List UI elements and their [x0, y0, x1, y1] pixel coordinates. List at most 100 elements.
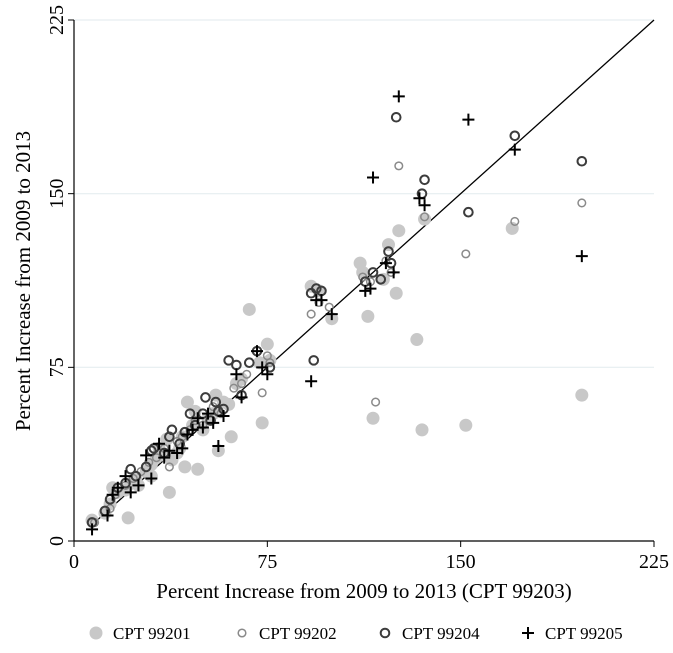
data-point — [235, 391, 248, 404]
data-point — [392, 224, 406, 238]
legend-label: CPT 99204 — [402, 624, 480, 643]
data-point — [463, 206, 474, 218]
data-point — [230, 368, 243, 381]
data-point — [223, 355, 234, 366]
data-point — [191, 462, 205, 476]
data-point — [361, 309, 375, 323]
legend-marker — [237, 628, 247, 638]
data-point — [202, 407, 215, 420]
data-point — [257, 388, 267, 398]
data-point — [577, 198, 587, 208]
data-point — [207, 416, 220, 429]
data-point — [178, 460, 192, 474]
data-point — [462, 113, 475, 126]
data-point — [419, 174, 430, 186]
legend: CPT 99201 CPT 99202 CPT 99204 CPT 99205 — [89, 624, 623, 643]
data-point — [461, 249, 471, 259]
y-tick-label: 0 — [46, 536, 68, 546]
legend-marker — [522, 627, 534, 639]
legend-marker — [379, 627, 391, 639]
data-point — [186, 423, 199, 436]
data-point — [508, 143, 521, 156]
x-tick-label: 150 — [446, 551, 476, 573]
data-point — [367, 267, 379, 278]
data-point — [359, 284, 372, 297]
data-point — [305, 375, 318, 388]
data-point — [459, 418, 473, 432]
data-point — [389, 286, 403, 300]
y-tick-label: 75 — [46, 357, 68, 377]
data-point — [217, 409, 230, 422]
data-point — [325, 308, 338, 321]
data-point — [172, 436, 182, 446]
legend-label: CPT 99201 — [113, 624, 191, 643]
data-point — [371, 397, 381, 407]
data-point — [576, 155, 588, 167]
data-point — [375, 274, 387, 285]
data-point — [237, 378, 247, 389]
data-point — [251, 345, 264, 358]
data-point — [86, 523, 99, 536]
data-point — [140, 461, 152, 473]
data-point — [311, 283, 322, 294]
data-point — [394, 161, 404, 171]
data-point — [125, 463, 137, 475]
data-point — [145, 472, 158, 485]
data-point — [418, 212, 432, 226]
data-point — [210, 396, 222, 408]
series-cpt-99205 — [86, 90, 588, 536]
data-point — [121, 511, 135, 525]
x-tick-label: 225 — [639, 551, 669, 573]
axes — [73, 20, 654, 542]
data-point — [265, 358, 275, 368]
data-point — [261, 368, 274, 381]
data-point — [180, 395, 194, 409]
data-point — [242, 369, 252, 379]
data-point — [153, 437, 166, 450]
y-axis-title: Percent Increase from 2009 to 2013 — [11, 131, 35, 431]
data-point — [306, 309, 316, 319]
gridlines — [74, 19, 654, 368]
data-point — [243, 357, 255, 369]
data-point — [224, 430, 238, 444]
data-point — [119, 470, 132, 483]
legend-item: CPT 99201 — [89, 624, 191, 643]
x-axis-title: Percent Increase from 2009 to 2013 (CPT … — [156, 579, 571, 603]
data-point — [162, 485, 176, 499]
data-point — [376, 272, 390, 286]
data-point — [105, 504, 115, 514]
legend-item: CPT 99202 — [237, 624, 337, 643]
data-point — [164, 462, 174, 472]
data-point — [420, 212, 430, 222]
data-point — [140, 449, 153, 462]
data-point — [111, 481, 124, 494]
data-point — [255, 416, 269, 430]
data-point — [184, 408, 196, 419]
data-point — [410, 333, 424, 347]
data-point — [256, 361, 269, 374]
data-point — [413, 192, 426, 205]
data-point — [324, 302, 334, 312]
data-point — [392, 90, 405, 103]
data-point — [575, 388, 589, 402]
x-tick-label: 0 — [69, 551, 79, 573]
legend-item: CPT 99204 — [379, 624, 480, 643]
data-point — [509, 130, 521, 142]
data-point — [390, 111, 402, 123]
data-point — [163, 444, 176, 457]
data-point — [179, 426, 191, 438]
x-tick-label: 75 — [257, 551, 277, 573]
data-point — [106, 488, 119, 501]
data-point — [222, 397, 236, 411]
data-point — [191, 412, 204, 425]
data-point — [190, 416, 200, 426]
y-tick-label: 225 — [46, 5, 68, 35]
data-point — [212, 440, 225, 453]
data-point — [415, 423, 429, 437]
data-point — [160, 432, 174, 446]
y-tick-label: 150 — [46, 179, 68, 209]
data-point — [367, 171, 380, 184]
data-point — [364, 282, 377, 295]
